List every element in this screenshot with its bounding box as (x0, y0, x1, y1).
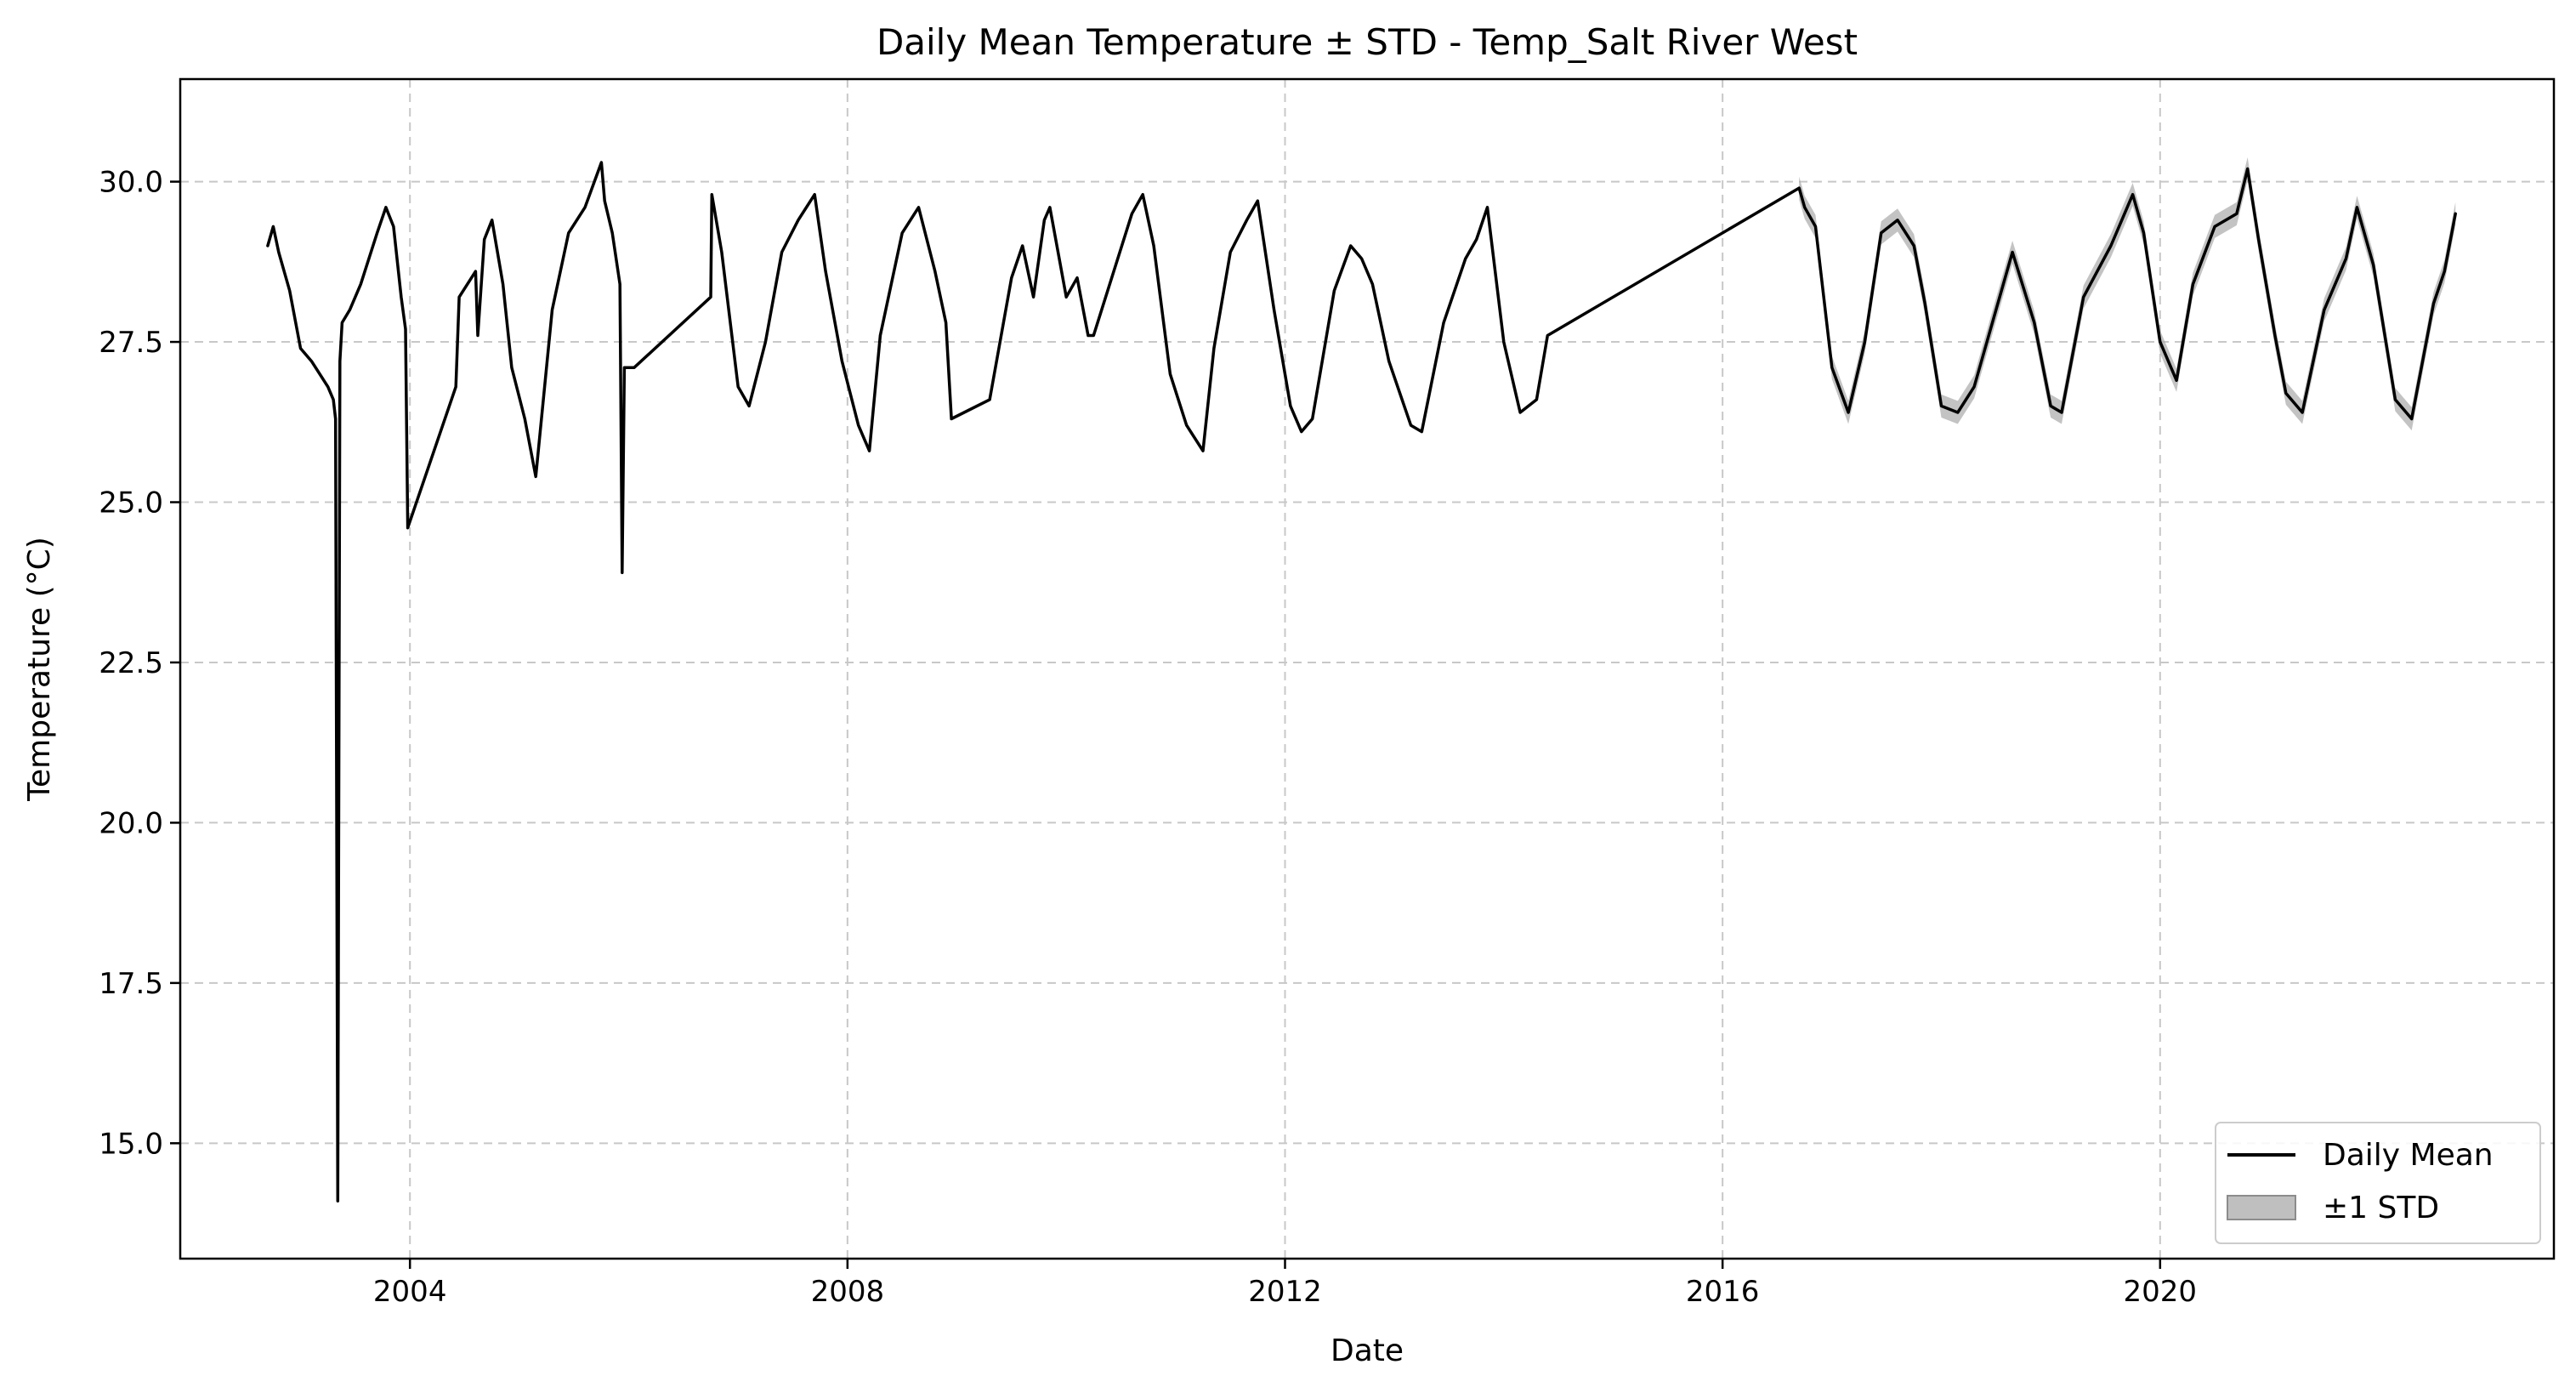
std-band (1799, 157, 2456, 431)
y-axis-ticks: 15.0 17.5 20.0 22.5 25.0 27.5 30.0 (99, 166, 180, 1161)
legend-label-std: ±1 STD (2323, 1191, 2439, 1225)
std-band-layer (1799, 157, 2456, 431)
x-axis-ticks: 2004 2008 2012 2016 2020 (373, 1259, 2197, 1309)
x-tick-label: 2012 (1248, 1275, 1322, 1309)
daily-mean-line (266, 161, 2457, 1203)
grid-lines (180, 79, 2554, 1259)
chart-title: Daily Mean Temperature ± STD - Temp_Salt… (877, 21, 1858, 63)
x-tick-label: 2008 (811, 1275, 885, 1309)
legend-swatch-std (2227, 1195, 2296, 1220)
y-tick-label: 20.0 (99, 806, 163, 840)
y-tick-label: 22.5 (99, 646, 163, 680)
y-tick-label: 15.0 (99, 1127, 163, 1161)
mean-line-layer (266, 161, 2457, 1203)
x-axis-label: Date (1331, 1333, 1404, 1368)
y-axis-label: Temperature (°C) (22, 537, 57, 802)
legend-label-daily-mean: Daily Mean (2323, 1138, 2494, 1173)
x-tick-label: 2016 (1686, 1275, 1760, 1309)
y-tick-label: 27.5 (99, 326, 163, 360)
legend-box (2215, 1122, 2541, 1244)
x-tick-label: 2020 (2124, 1275, 2198, 1309)
y-tick-label: 30.0 (99, 166, 163, 200)
plot-area-frame (179, 77, 2556, 1260)
legend: Daily Mean ±1 STD (2215, 1122, 2541, 1244)
y-tick-label: 25.0 (99, 486, 163, 520)
x-tick-label: 2004 (373, 1275, 447, 1309)
y-tick-label: 17.5 (99, 967, 163, 1001)
